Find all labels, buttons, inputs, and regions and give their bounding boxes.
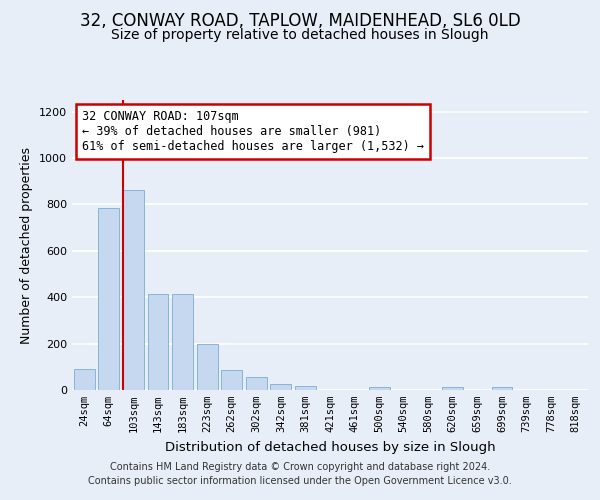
Text: 32 CONWAY ROAD: 107sqm
← 39% of detached houses are smaller (981)
61% of semi-de: 32 CONWAY ROAD: 107sqm ← 39% of detached… [82,110,424,153]
Bar [491,387,512,390]
Bar [172,294,193,390]
Bar [442,387,463,390]
Y-axis label: Number of detached properties: Number of detached properties [20,146,34,344]
Bar [74,369,95,390]
Text: Size of property relative to detached houses in Slough: Size of property relative to detached ho… [111,28,489,42]
Text: Contains HM Land Registry data © Crown copyright and database right 2024.: Contains HM Land Registry data © Crown c… [110,462,490,472]
Bar [246,377,267,390]
Bar [123,190,144,390]
Bar [197,344,218,390]
Bar [271,384,292,390]
Bar [368,387,389,390]
X-axis label: Distribution of detached houses by size in Slough: Distribution of detached houses by size … [164,440,496,454]
Bar [221,370,242,390]
Text: 32, CONWAY ROAD, TAPLOW, MAIDENHEAD, SL6 0LD: 32, CONWAY ROAD, TAPLOW, MAIDENHEAD, SL6… [80,12,520,30]
Text: Contains public sector information licensed under the Open Government Licence v3: Contains public sector information licen… [88,476,512,486]
Bar [148,294,169,390]
Bar [98,208,119,390]
Bar [295,386,316,390]
